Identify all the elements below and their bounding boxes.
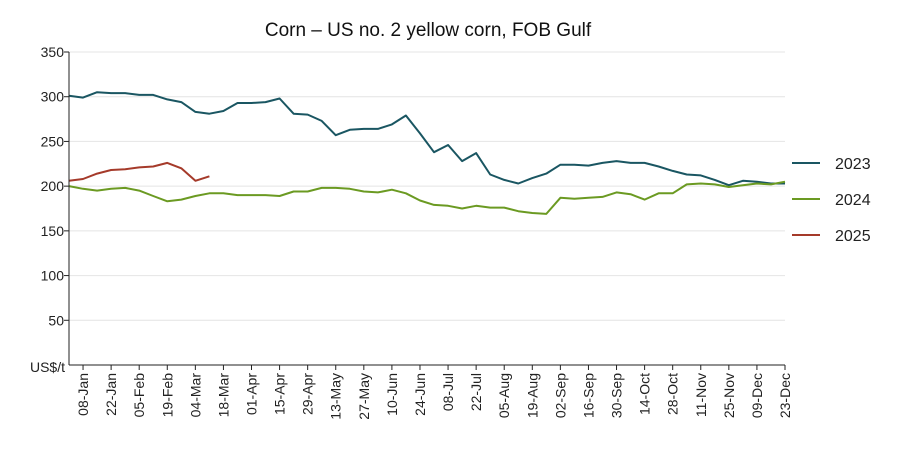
y-axis-ticks: 50 100 150 200 250 300 350 xyxy=(41,44,69,328)
x-tick-label: 27-May xyxy=(356,373,372,420)
y-tick-label: 350 xyxy=(41,44,65,60)
x-tick-label: 13-May xyxy=(328,373,344,420)
y-tick-label: 100 xyxy=(41,268,65,284)
y-tick-label: 50 xyxy=(48,312,64,328)
x-tick-label: 08-Jan xyxy=(75,373,91,416)
x-tick-label: 28-Oct xyxy=(665,373,681,415)
x-tick-label: 01-Apr xyxy=(244,373,260,415)
x-tick-label: 24-Jun xyxy=(412,373,428,416)
x-tick-label: 05-Aug xyxy=(496,373,512,418)
x-tick-label: 29-Apr xyxy=(300,373,316,415)
y-axis-unit-label: US$/t xyxy=(30,359,65,375)
x-tick-label: 18-Mar xyxy=(215,373,231,418)
x-tick-label: 30-Sep xyxy=(609,373,625,418)
x-tick-label: 11-Nov xyxy=(693,373,709,417)
x-tick-label: 02-Sep xyxy=(552,373,568,418)
x-tick-label: 19-Aug xyxy=(524,373,540,418)
x-tick-label: 05-Feb xyxy=(131,373,147,418)
legend-label-2023: 2023 xyxy=(835,156,871,173)
legend-label-2025: 2025 xyxy=(835,228,871,245)
legend-label-2024: 2024 xyxy=(835,192,871,209)
x-tick-label: 22-Jul xyxy=(468,373,484,411)
series-lines xyxy=(68,91,786,215)
x-tick-label: 23-Dec xyxy=(777,373,793,418)
x-tick-label: 25-Nov xyxy=(721,373,737,418)
series-line-2023 xyxy=(68,91,785,187)
y-tick-label: 300 xyxy=(41,89,65,105)
legend: 2023 2024 2025 xyxy=(792,156,871,245)
x-tick-label: 22-Jan xyxy=(103,373,119,416)
x-axis-ticks: 08-Jan 22-Jan 05-Feb 19-Feb 04-Mar 18-Mar 01-A… xyxy=(75,365,793,420)
axes xyxy=(68,52,785,366)
y-tick-label: 250 xyxy=(41,133,65,149)
x-tick-label: 04-Mar xyxy=(187,373,203,418)
x-tick-label: 16-Sep xyxy=(580,373,596,418)
x-tick-label: 14-Oct xyxy=(637,373,653,415)
y-tick-label: 200 xyxy=(41,178,65,194)
x-tick-label: 10-Jun xyxy=(384,373,400,416)
y-tick-label: 150 xyxy=(41,223,65,239)
x-tick-label: 19-Feb xyxy=(159,373,175,418)
x-tick-label: 09-Dec xyxy=(749,373,765,418)
series-line-2024 xyxy=(68,180,786,215)
chart-title: Corn – US no. 2 yellow corn, FOB Gulf xyxy=(265,20,592,41)
x-tick-label: 08-Jul xyxy=(440,373,456,411)
x-tick-label: 15-Apr xyxy=(272,373,288,415)
series-line-2025 xyxy=(68,161,210,182)
gridlines xyxy=(69,51,785,321)
